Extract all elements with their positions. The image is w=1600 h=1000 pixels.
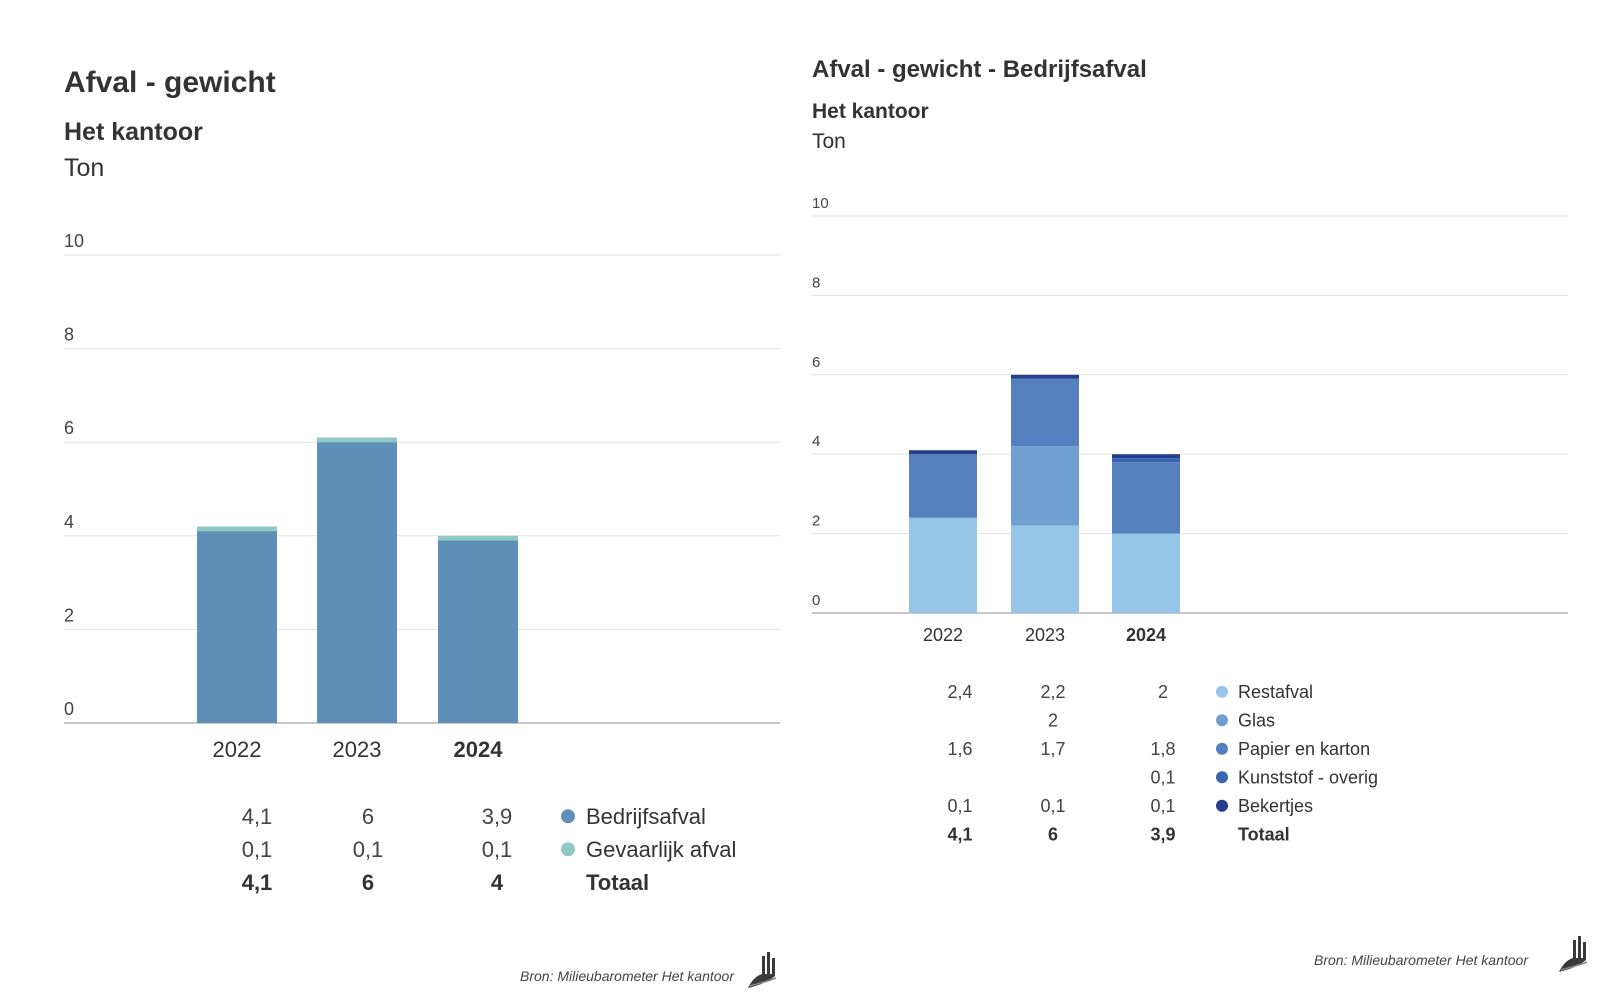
right-chart-unit: Ton bbox=[812, 130, 846, 153]
table-total-value: 3,9 bbox=[1150, 825, 1175, 845]
right-chart-subtitle: Het kantoor bbox=[812, 100, 929, 123]
bar-segment bbox=[1112, 454, 1180, 459]
bar-segment bbox=[1112, 533, 1180, 613]
table-value: 0,1 bbox=[947, 796, 972, 816]
right-chart-title: Afval - gewicht - Bedrijfsafval bbox=[812, 56, 1147, 83]
table-value: 1,7 bbox=[1040, 739, 1065, 759]
table-total-value: 4,1 bbox=[947, 825, 972, 845]
bar-segment bbox=[438, 535, 518, 541]
table-total-value: 6 bbox=[1048, 825, 1058, 845]
y-tick-label: 10 bbox=[812, 195, 829, 212]
y-tick-label: 8 bbox=[64, 325, 74, 345]
table-value: 2,4 bbox=[947, 682, 972, 702]
y-tick-label: 4 bbox=[64, 512, 74, 532]
bar-segment bbox=[1011, 378, 1079, 447]
y-tick-label: 2 bbox=[64, 605, 74, 625]
table-total-value: 6 bbox=[362, 870, 374, 895]
x-category-label: 2024 bbox=[1126, 625, 1166, 645]
right-source-text: Bron: Milieubarometer Het kantoor bbox=[1314, 952, 1528, 968]
left-source-text: Bron: Milieubarometer Het kantoor bbox=[520, 968, 734, 984]
milieubarometer-logo-icon bbox=[1559, 936, 1588, 972]
table-value: 0,1 bbox=[482, 837, 513, 862]
table-value: 3,9 bbox=[482, 804, 513, 829]
legend-dot bbox=[1216, 771, 1228, 784]
table-value: 2,2 bbox=[1040, 682, 1065, 702]
legend-total-label: Totaal bbox=[586, 870, 649, 895]
x-category-label: 2022 bbox=[213, 737, 262, 762]
legend-total-label: Totaal bbox=[1238, 825, 1290, 845]
left-chart-unit: Ton bbox=[64, 154, 105, 182]
bar-segment bbox=[317, 437, 397, 443]
legend-dot bbox=[1216, 799, 1228, 812]
y-tick-label: 2 bbox=[812, 513, 820, 530]
bar-segment bbox=[909, 454, 977, 518]
legend-label: Bedrijfsafval bbox=[586, 804, 706, 829]
legend-label: Glas bbox=[1238, 711, 1275, 731]
legend-dot bbox=[1216, 714, 1228, 727]
x-category-label: 2023 bbox=[1025, 625, 1065, 645]
table-value: 4,1 bbox=[242, 804, 273, 829]
y-tick-label: 8 bbox=[812, 274, 820, 291]
right-chart-svg: 0 2 4 6 8 10 2022 2023 2024 2,4 2,2 2 Restafval 2 Glas… bbox=[812, 195, 1568, 845]
legend-label: Papier en karton bbox=[1238, 739, 1370, 759]
bar-segment bbox=[1011, 374, 1079, 379]
legend-label: Kunststof - overig bbox=[1238, 768, 1378, 788]
bar-segment bbox=[1112, 462, 1180, 534]
table-value: 1,8 bbox=[1150, 739, 1175, 759]
table-value: 2 bbox=[1158, 682, 1168, 702]
table-value: 1,6 bbox=[947, 739, 972, 759]
bar-segment bbox=[197, 526, 277, 532]
bar-segment bbox=[197, 531, 277, 723]
y-tick-label: 10 bbox=[64, 231, 84, 251]
legend-dot bbox=[561, 842, 575, 857]
table-value: 0,1 bbox=[1150, 768, 1175, 788]
bar-segment bbox=[909, 517, 977, 613]
legend-dot bbox=[561, 809, 575, 824]
y-tick-label: 6 bbox=[812, 354, 820, 371]
y-tick-label: 6 bbox=[64, 418, 74, 438]
table-value: 6 bbox=[362, 804, 374, 829]
x-category-label: 2023 bbox=[333, 737, 382, 762]
bar-segment bbox=[1011, 446, 1079, 526]
table-total-value: 4,1 bbox=[242, 870, 273, 895]
bar-segment bbox=[317, 442, 397, 723]
bar-segment bbox=[438, 540, 518, 723]
y-tick-label: 0 bbox=[64, 699, 74, 719]
left-chart-subtitle: Het kantoor bbox=[64, 118, 203, 146]
bar-segment bbox=[1011, 525, 1079, 613]
legend-dot bbox=[1216, 742, 1228, 755]
legend-dot bbox=[1216, 685, 1228, 698]
y-tick-label: 4 bbox=[812, 433, 820, 450]
left-chart-title: Afval - gewicht bbox=[64, 66, 276, 99]
left-chart-svg: 0 2 4 6 8 10 2022 2023 2024 4,1 6 3,9 Bedrijfsafval 0… bbox=[64, 231, 780, 895]
table-value: 0,1 bbox=[1040, 796, 1065, 816]
table-value: 0,1 bbox=[242, 837, 273, 862]
table-value: 2 bbox=[1048, 711, 1058, 731]
legend-label: Gevaarlijk afval bbox=[586, 837, 736, 862]
left-chart-panel: Afval - gewicht Het kantoor Ton 0 2 4 6 8 10 2… bbox=[64, 66, 780, 988]
right-chart-panel: Afval - gewicht - Bedrijfsafval Het kant… bbox=[800, 0, 1600, 1000]
bar-segment bbox=[1112, 458, 1180, 463]
table-value: 0,1 bbox=[353, 837, 384, 862]
x-category-label: 2022 bbox=[923, 625, 963, 645]
legend-label: Bekertjes bbox=[1238, 796, 1313, 816]
legend-label: Restafval bbox=[1238, 682, 1313, 702]
bar-segment bbox=[909, 450, 977, 455]
x-category-label: 2024 bbox=[454, 737, 504, 762]
milieubarometer-logo-icon bbox=[748, 952, 777, 988]
table-value: 0,1 bbox=[1150, 796, 1175, 816]
y-tick-label: 0 bbox=[812, 592, 820, 609]
table-total-value: 4 bbox=[491, 870, 504, 895]
